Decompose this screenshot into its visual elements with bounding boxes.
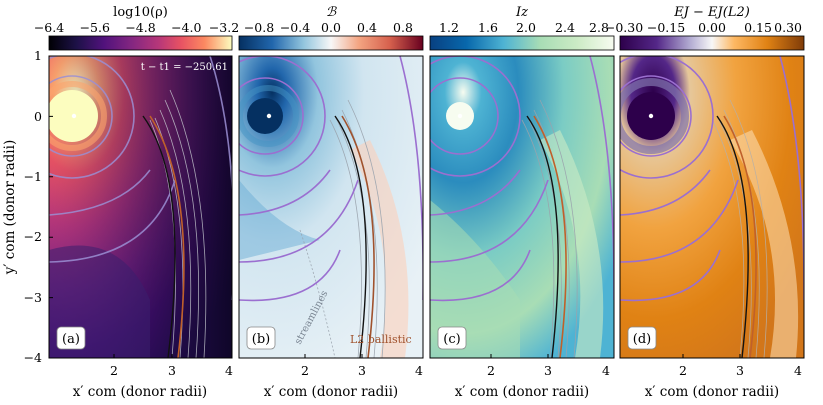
- x-ticks-b: 2 3 4: [301, 354, 423, 378]
- panel-a: log10(ρ) −6.4 −5.6 −4.8 −4.0 −3.2: [34, 5, 239, 359]
- colorbar-b: [238, 35, 424, 51]
- panel-label-d: (d): [633, 332, 651, 347]
- contours-d: [620, 56, 804, 302]
- colorbar-tick-d-4: 0.30: [774, 20, 802, 35]
- x-tick-d-2: 2: [679, 363, 687, 378]
- colorbar-ticklabels-a: −6.4 −5.6 −4.8 −4.0 −3.2: [34, 20, 239, 35]
- panel-label-c: (c): [443, 332, 460, 347]
- x-axes: 2 3 4 2 3 4 2 3 4 2 3 4 x′ com (donor ra…: [73, 354, 802, 400]
- accretor-d: [648, 113, 654, 119]
- y-axis: 1 0 −1 −2 −3 −4 y′ com (donor radii): [2, 48, 53, 365]
- x-tick-c-4: 4: [602, 363, 610, 378]
- axes-frame-c: [429, 55, 615, 359]
- accretor-c: [457, 113, 463, 119]
- colorbar-label-d: EJ − EJ(L2): [673, 5, 750, 20]
- reference-trajectory-c: [526, 115, 559, 358]
- colorbar-a: [48, 35, 233, 51]
- colorbar-tick-a-3: −4.0: [171, 20, 201, 35]
- x-ticks-d: 2 3 4: [679, 354, 802, 378]
- colorbar-tick-a-4: −3.2: [209, 20, 239, 35]
- panel-badge-d: [627, 326, 657, 350]
- x-tick-d-4: 4: [794, 363, 802, 378]
- colorbar-tick-b-2: 0.0: [321, 20, 341, 35]
- colorbar-tick-b-1: −0.4: [280, 20, 310, 35]
- accretor-core-b: [247, 98, 283, 134]
- colorbar-tick-b-0: −0.8: [244, 20, 274, 35]
- x-tick-b-2: 2: [301, 363, 309, 378]
- colorbar-label-a: log10(ρ): [113, 5, 168, 20]
- x-tick-b-3: 3: [358, 363, 366, 378]
- x-tick-a-4: 4: [225, 363, 233, 378]
- panel-label-b: (b): [252, 332, 270, 347]
- panel-c: Iz 1.2 1.6 2.0 2.4 2.8: [429, 5, 615, 359]
- colorbar-label-c: Iz: [515, 5, 528, 20]
- colorbar-tick-d-3: 0.15: [744, 20, 772, 35]
- accretor-a: [71, 113, 77, 119]
- panel-badge-b: [246, 326, 276, 350]
- l2-ballistic-a: [149, 115, 185, 358]
- x-tick-a-3: 3: [168, 363, 176, 378]
- y-tick-label-0: 0: [34, 109, 42, 124]
- colorbar-d: [619, 35, 805, 51]
- colorbar-tick-b-3: 0.4: [357, 20, 377, 35]
- colorbar-tick-a-0: −6.4: [34, 20, 64, 35]
- colorbar-tick-d-1: −0.15: [647, 20, 685, 35]
- reference-trajectory-a: [142, 115, 176, 358]
- x-ticks-c: 2 3 4: [487, 354, 610, 378]
- streamlines-d: [711, 99, 768, 358]
- time-annotation: t − t1 = −250.61: [141, 62, 228, 73]
- streamlines-c: [521, 99, 578, 358]
- y-tick-label-1: 1: [34, 48, 42, 63]
- colorbar-tick-a-2: −4.8: [125, 20, 155, 35]
- colorbar-tick-a-1: −5.6: [80, 20, 110, 35]
- axes-frame-d: [619, 55, 805, 359]
- colorbar-tick-c-2: 2.0: [516, 20, 536, 35]
- panel-badge-c: [437, 326, 467, 350]
- colorbar-ticklabels-c: 1.2 1.6 2.0 2.4 2.8: [439, 20, 609, 35]
- colorbar-tick-b-4: 0.8: [393, 20, 413, 35]
- panel-label-a: (a): [62, 332, 80, 347]
- x-axis-label-a: x′ com (donor radii): [73, 384, 207, 400]
- x-tick-a-2: 2: [110, 363, 118, 378]
- panel-b: ℬ −0.8 −0.4 0.0 0.4 0.8: [238, 5, 424, 359]
- l2-ballistic-d: [723, 115, 757, 358]
- colorbar-tick-c-3: 2.4: [555, 20, 575, 35]
- x-axis-label-b: x′ com (donor radii): [264, 384, 398, 400]
- panel-d: EJ − EJ(L2) −0.30 −0.15 0.00 0.15 0.30: [605, 5, 805, 359]
- contours-b: [239, 56, 423, 302]
- axes-frame-b: [238, 55, 424, 359]
- x-ticks-a: 2 3 4: [110, 354, 233, 378]
- y-tick-label-m4: −4: [24, 350, 42, 365]
- colorbar-tick-d-0: −0.30: [605, 20, 643, 35]
- contours-a: [49, 56, 232, 300]
- y-tick-label-m3: −3: [24, 290, 42, 305]
- colorbar-tick-c-1: 1.6: [478, 20, 498, 35]
- x-tick-d-3: 3: [736, 363, 744, 378]
- reference-trajectory-d: [716, 115, 749, 358]
- l2-ballistic-c: [533, 115, 567, 358]
- colorbar-label-b: ℬ: [326, 5, 337, 20]
- y-axis-label: y′ com (donor radii): [2, 140, 18, 275]
- colorbar-tick-c-0: 1.2: [439, 20, 459, 35]
- y-tick-label-m1: −1: [24, 169, 42, 184]
- colorbar-ticklabels-d: −0.30 −0.15 0.00 0.15 0.30: [605, 20, 802, 35]
- colorbar-tick-c-4: 2.8: [589, 20, 609, 35]
- x-axis-label-c: x′ com (donor radii): [455, 384, 589, 400]
- colorbar-ticklabels-b: −0.8 −0.4 0.0 0.4 0.8: [244, 20, 413, 35]
- l2-ballistic-label: L2 ballistic: [350, 333, 412, 346]
- x-tick-c-3: 3: [544, 363, 552, 378]
- axes-frame-a: [48, 55, 233, 359]
- x-axis-label-d: x′ com (donor radii): [645, 384, 779, 400]
- y-tick-label-m2: −2: [24, 229, 42, 244]
- accretor-b: [266, 113, 272, 119]
- l2-ballistic-b: [341, 115, 375, 358]
- colorbar-tick-d-2: 0.00: [698, 20, 726, 35]
- panel-badge-a: [56, 326, 86, 350]
- colorbar-c: [429, 35, 615, 51]
- reference-trajectory-b: [334, 115, 367, 358]
- x-tick-c-2: 2: [487, 363, 495, 378]
- x-tick-b-4: 4: [415, 363, 423, 378]
